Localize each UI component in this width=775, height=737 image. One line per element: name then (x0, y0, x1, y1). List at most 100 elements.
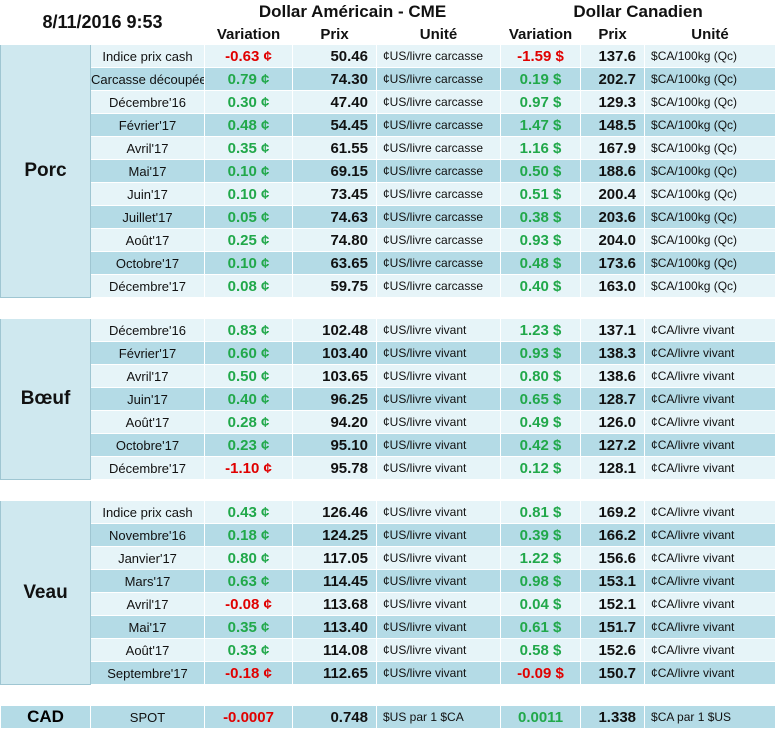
table-row: Janvier'17 0.80 ¢ 117.05 ¢US/livre vivant 1.… (1, 546, 775, 570)
table-row: Juin'17 0.10 ¢ 73.45 ¢US/livre carcasse 0.51… (1, 182, 775, 206)
veau-group-label: Veau (0, 500, 91, 685)
cad-price: 1.338 (580, 705, 646, 729)
table-row: Avril'17 0.35 ¢ 61.55 ¢US/livre carcasse 1.1… (1, 136, 775, 160)
cad-price: 138.6 (580, 364, 646, 388)
cad-price: 203.6 (580, 205, 646, 229)
contract-name: Mars'17 (90, 569, 205, 593)
spot-label: SPOT (90, 705, 205, 729)
separator-cell (0, 684, 775, 706)
separator-cell (0, 479, 775, 501)
table-row: Juin'17 0.40 ¢ 96.25 ¢US/livre vivant 0.65 $… (1, 387, 775, 411)
usd-variation-header: Variation (204, 23, 293, 45)
usd-unit: ¢US/livre vivant (375, 523, 502, 547)
usd-price: 114.45 (292, 569, 377, 593)
usd-price: 113.68 (292, 592, 377, 616)
usd-variation: -0.63 ¢ (204, 44, 293, 68)
cad-variation: 0.39 $ (500, 523, 582, 547)
cad-variation: 0.50 $ (500, 159, 582, 183)
usd-price: 74.30 (292, 67, 377, 91)
contract-name: Carcasse découpée (90, 67, 205, 91)
boeuf-group-label: Bœuf (0, 318, 91, 480)
contract-name: Novembre'16 (90, 523, 205, 547)
usd-price: 74.80 (292, 228, 377, 252)
usd-price: 63.65 (292, 251, 377, 275)
table-row: Août'17 0.25 ¢ 74.80 ¢US/livre carcasse 0.93… (1, 228, 775, 252)
table-row: Novembre'16 0.18 ¢ 124.25 ¢US/livre vivant 0… (1, 523, 775, 547)
cad-group-label: CAD (0, 705, 91, 729)
usd-unit: ¢US/livre carcasse (375, 205, 502, 229)
cad-unit: $CA/100kg (Qc) (644, 274, 775, 298)
cad-variation: 0.19 $ (500, 67, 582, 91)
cad-variation: -1.59 $ (500, 44, 582, 68)
usd-unit: ¢US/livre vivant (375, 546, 502, 570)
cad-variation: 0.42 $ (500, 433, 582, 457)
cad-variation: 0.48 $ (500, 251, 582, 275)
contract-name: Août'17 (90, 228, 205, 252)
cad-variation: 0.0011 (500, 705, 582, 729)
cad-variation: 0.98 $ (500, 569, 582, 593)
usd-unit: ¢US/livre carcasse (375, 67, 502, 91)
cad-variation: 0.40 $ (500, 274, 582, 298)
cad-unit: $CA/100kg (Qc) (644, 67, 775, 91)
cad-unit: ¢CA/livre vivant (644, 569, 775, 593)
contract-name: Décembre'17 (90, 274, 205, 298)
cad-unit: ¢CA/livre vivant (644, 364, 775, 388)
cad-variation: 1.23 $ (500, 318, 582, 342)
cad-spot-row: CAD SPOT -0.0007 0.748 $US par 1 $CA 0.0011 1.… (0, 705, 775, 729)
contract-name: Août'17 (90, 638, 205, 662)
cad-variation-header: Variation (500, 23, 582, 45)
table-row: Bœuf Décembre'16 0.83 ¢ 102.48 ¢US/livre viv… (0, 318, 775, 480)
usd-unit: ¢US/livre vivant (375, 364, 502, 388)
usd-price: 102.48 (292, 318, 377, 342)
usd-variation: -0.08 ¢ (204, 592, 293, 616)
table-row: Décembre'16 0.30 ¢ 47.40 ¢US/livre carcasse… (1, 90, 775, 114)
cad-variation: 0.93 $ (500, 228, 582, 252)
usd-price: 59.75 (292, 274, 377, 298)
usd-variation: 0.30 ¢ (204, 90, 293, 114)
usd-unit: ¢US/livre vivant (375, 433, 502, 457)
cad-unit: $CA/100kg (Qc) (644, 182, 775, 206)
table-row: Mai'17 0.35 ¢ 113.40 ¢US/livre vivant 0.61 $… (1, 615, 775, 639)
contract-name: Avril'17 (90, 364, 205, 388)
cad-prix-header: Prix (580, 23, 646, 45)
cad-price: 153.1 (580, 569, 646, 593)
table-row: Septembre'17 -0.18 ¢ 112.65 ¢US/livre vivan… (1, 661, 775, 685)
usd-unit: ¢US/livre carcasse (375, 136, 502, 160)
usd-variation: 0.43 ¢ (204, 500, 293, 524)
usd-price: 95.10 (292, 433, 377, 457)
cad-price: 152.6 (580, 638, 646, 662)
contract-name: Février'17 (90, 113, 205, 137)
cad-price: 127.2 (580, 433, 646, 457)
cad-price: 138.3 (580, 341, 646, 365)
usd-unit: ¢US/livre carcasse (375, 182, 502, 206)
cad-variation: 0.93 $ (500, 341, 582, 365)
cad-variation: 0.38 $ (500, 205, 582, 229)
cad-unit: ¢CA/livre vivant (644, 410, 775, 434)
separator-cell (0, 297, 775, 319)
usd-unit: ¢US/livre vivant (375, 410, 502, 434)
cad-variation: 0.65 $ (500, 387, 582, 411)
contract-name: Octobre'17 (90, 251, 205, 275)
usd-price: 61.55 (292, 136, 377, 160)
usd-unit: ¢US/livre carcasse (375, 113, 502, 137)
cad-variation: 0.58 $ (500, 638, 582, 662)
usd-price: 74.63 (292, 205, 377, 229)
cad-variation: 0.81 $ (500, 500, 582, 524)
cad-unit: $CA/100kg (Qc) (644, 251, 775, 275)
usd-variation: 0.83 ¢ (204, 318, 293, 342)
usd-price: 73.45 (292, 182, 377, 206)
usd-prix-header: Prix (292, 23, 377, 45)
usd-variation: 0.25 ¢ (204, 228, 293, 252)
cad-price: 129.3 (580, 90, 646, 114)
usd-price: 50.46 (292, 44, 377, 68)
usd-unit: ¢US/livre vivant (375, 638, 502, 662)
cad-price: 128.1 (580, 456, 646, 480)
usd-variation: 0.05 ¢ (204, 205, 293, 229)
usd-unit: ¢US/livre vivant (375, 500, 502, 524)
table-row: Octobre'17 0.23 ¢ 95.10 ¢US/livre vivant 0.4… (1, 433, 775, 457)
table-row: Août'17 0.28 ¢ 94.20 ¢US/livre vivant 0.49 $… (1, 410, 775, 434)
report-datetime: 8/11/2016 9:53 (0, 0, 205, 45)
usd-variation: 0.79 ¢ (204, 67, 293, 91)
usd-variation: 0.23 ¢ (204, 433, 293, 457)
cad-unit: $CA/100kg (Qc) (644, 90, 775, 114)
